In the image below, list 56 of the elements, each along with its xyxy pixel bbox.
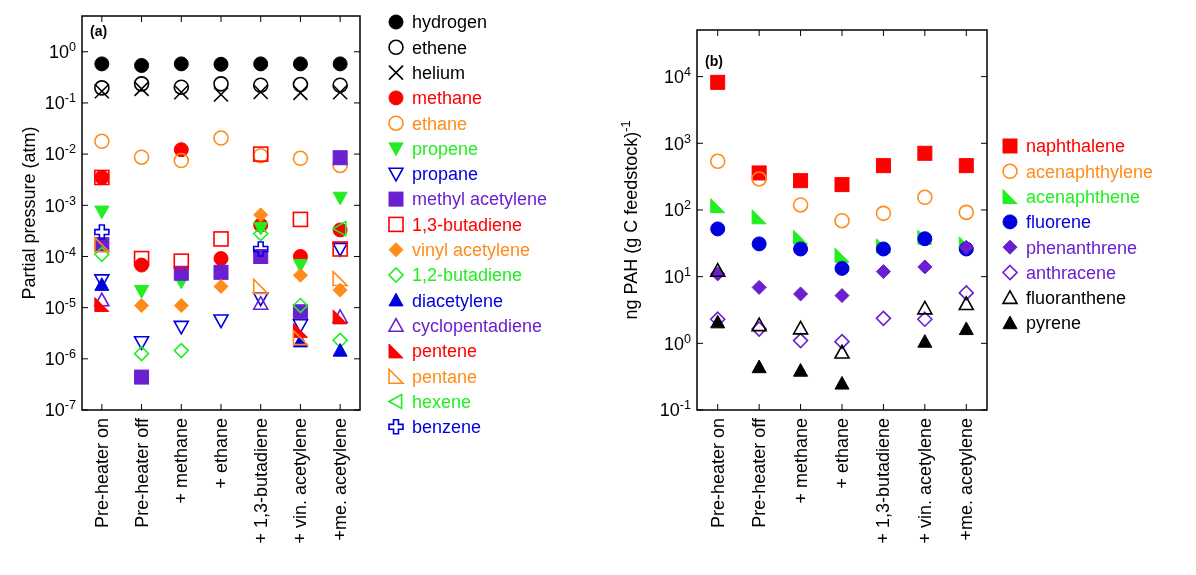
- legend-label: 1,2-butadiene: [412, 265, 523, 286]
- x-tick-label: +me. acetylene: [330, 418, 351, 541]
- y-tick-label: 10$^{-6}$: [44, 347, 76, 370]
- y-tick-label: 10$^{0}$: [663, 331, 691, 354]
- y-tick-label: 10$^{-1}$: [44, 91, 76, 114]
- legend-label: methane: [412, 88, 483, 109]
- legend-label: propene: [412, 138, 479, 159]
- legend-label: ethane: [412, 113, 468, 134]
- y-tick-label: 10$^{-5}$: [44, 295, 76, 318]
- x-tick-label: + ethane: [832, 418, 852, 489]
- legend-label: diacetylene: [412, 290, 504, 311]
- x-tick-label: Pre-heater off: [749, 417, 770, 528]
- y-tick-label: 10$^{-2}$: [44, 142, 76, 165]
- y-tick-label: 10$^{2}$: [663, 198, 691, 221]
- legend-label: pentane: [412, 366, 478, 387]
- legend-label: 1,3-butadiene: [412, 214, 523, 235]
- x-tick-label: + methane: [790, 418, 811, 504]
- legend-label: hydrogen: [412, 12, 488, 33]
- y-tick-label: 10$^{-7}$: [44, 398, 76, 421]
- legend-label: helium: [412, 62, 466, 83]
- x-tick-label: Pre-heater off: [131, 417, 152, 528]
- y-tick-label: 10$^{3}$: [663, 131, 691, 154]
- legend-label: naphthalene: [1026, 136, 1126, 157]
- y-tick-label: 10$^{0}$: [48, 40, 76, 63]
- legend-label: pyrene: [1026, 313, 1082, 334]
- x-tick-label: + vin. acetylene: [290, 418, 311, 544]
- annotation: (a): [90, 23, 108, 39]
- y-tick-label: 10$^{-1}$: [659, 398, 691, 421]
- x-tick-label: Pre-heater on: [91, 418, 112, 529]
- annotation: (b): [705, 53, 723, 69]
- x-tick-label: + ethane: [211, 418, 231, 489]
- y-tick-label: 10$^{-3}$: [44, 193, 76, 216]
- y-axis-title: Partial pressure (atm): [18, 126, 39, 300]
- legend-label: acenaphthylene: [1026, 161, 1154, 182]
- y-tick-label: 10$^{-4}$: [44, 244, 76, 267]
- legend-label: ethene: [412, 37, 468, 58]
- legend-label: pentene: [412, 341, 478, 362]
- y-tick-label: 10$^{1}$: [663, 264, 691, 287]
- legend-label: fluorene: [1026, 212, 1092, 233]
- y-tick-label: 10$^{4}$: [663, 64, 691, 87]
- legend-label: vinyl acetylene: [412, 240, 531, 260]
- x-tick-label: + vin. acetylene: [914, 418, 935, 544]
- legend-label: hexene: [412, 391, 472, 412]
- legend-label: propane: [412, 164, 479, 185]
- legend-label: anthracene: [1026, 262, 1117, 283]
- legend-label: phenanthrene: [1026, 237, 1138, 258]
- x-tick-label: +me. acetylene: [956, 418, 977, 541]
- x-tick-label: Pre-heater on: [707, 418, 728, 529]
- x-tick-label: + methane: [171, 418, 192, 504]
- x-tick-label: + 1,3-butadiene: [250, 418, 271, 544]
- legend-label: benzene: [412, 417, 482, 438]
- x-tick-label: + 1,3-butadiene: [873, 418, 894, 544]
- legend-label: methyl acetylene: [412, 189, 548, 210]
- legend-label: acenaphthene: [1026, 186, 1141, 207]
- legend-label: cyclopentadiene: [412, 315, 543, 336]
- legend-label: fluoranthene: [1026, 288, 1127, 309]
